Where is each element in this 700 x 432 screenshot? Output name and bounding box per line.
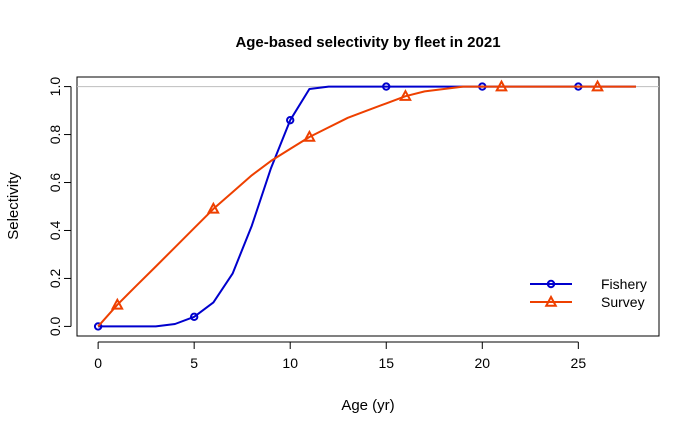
data-point-fishery [382, 82, 391, 91]
y-tick-label: 0.2 [47, 269, 63, 289]
plot-frame [76, 76, 660, 337]
series-survey [97, 79, 636, 328]
plot-area [76, 76, 660, 337]
data-point-survey [591, 79, 604, 92]
legend-label: Survey [601, 294, 645, 310]
legend-marker [546, 279, 556, 289]
chart-title: Age-based selectivity by fleet in 2021 [235, 34, 500, 51]
data-point-fishery [286, 115, 295, 125]
series-line-fishery [98, 85, 636, 328]
x-tick-label: 20 [474, 355, 490, 371]
x-tick-label: 0 [94, 355, 102, 371]
x-axis: 0 5 10 15 20 25 [94, 341, 587, 371]
data-point-fishery [93, 322, 103, 331]
y-tick-label: 1.0 [47, 77, 63, 97]
y-tick-label: 0.6 [47, 173, 63, 193]
legend-marker [544, 294, 558, 307]
y-tick-label: 0.4 [47, 221, 63, 241]
data-point-survey [495, 79, 508, 92]
y-axis-label: Selectivity [5, 172, 22, 240]
y-tick-label: 0.0 [47, 316, 63, 336]
data-point-survey [302, 129, 316, 142]
series-line-survey [97, 85, 636, 328]
x-tick-label: 5 [190, 355, 198, 371]
x-tick-label: 10 [282, 355, 298, 371]
data-point-survey [399, 89, 412, 101]
data-point-survey [206, 201, 220, 214]
x-tick-label: 15 [378, 355, 394, 371]
data-point-fishery [189, 312, 199, 322]
series-fishery [93, 82, 636, 331]
series-layer [93, 79, 636, 331]
data-point-survey [110, 297, 124, 310]
y-axis: 0.0 0.2 0.4 0.6 0.8 1.0 [47, 77, 72, 336]
legend-label: Fishery [601, 276, 647, 292]
y-tick-label: 0.8 [47, 125, 63, 145]
x-tick-label: 25 [571, 355, 587, 371]
x-axis-label: Age (yr) [341, 397, 394, 414]
legend: Fishery Survey [530, 276, 647, 310]
legend-item-survey: Survey [530, 294, 645, 310]
legend-item-fishery: Fishery [530, 276, 647, 292]
